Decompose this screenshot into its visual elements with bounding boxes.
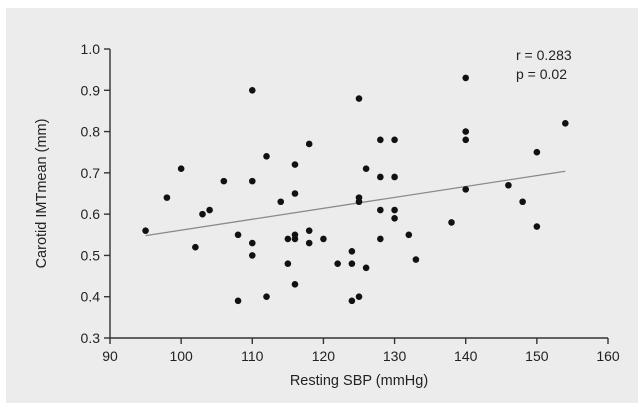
chart-figure: 0.3 0.4 0.5 0.6 0.7 0.8 0.9 1.0 90 100 110 120 130 1… (6, 8, 638, 403)
trendline-group (145, 170, 566, 237)
data-point (377, 173, 384, 181)
data-point (533, 223, 541, 230)
data-point (355, 198, 363, 206)
data-point (248, 86, 256, 94)
data-point (377, 235, 384, 243)
data-point (505, 181, 512, 189)
data-point (305, 140, 313, 148)
data-point (448, 219, 455, 226)
data-point (142, 227, 149, 234)
data-point (234, 297, 242, 305)
data-point (277, 198, 285, 206)
data-point (263, 293, 270, 301)
data-point (362, 165, 370, 173)
y-tick-label: 0.8 (81, 124, 101, 140)
data-point (199, 210, 206, 218)
y-tick-label: 0.7 (81, 165, 101, 181)
data-point (405, 231, 413, 239)
data-point (391, 206, 398, 214)
data-point (305, 227, 313, 234)
data-point (284, 235, 292, 243)
data-point (412, 256, 420, 263)
y-tick-label: 0.4 (81, 289, 101, 305)
data-point (391, 214, 398, 222)
y-tick-label: 0.3 (81, 330, 101, 346)
x-tick-label: 120 (312, 348, 336, 364)
scatter-chart: 0.3 0.4 0.5 0.6 0.7 0.8 0.9 1.0 90 100 110 120 130 1… (34, 41, 620, 389)
trendline (145, 170, 566, 237)
data-point (348, 260, 356, 267)
data-point (177, 165, 185, 173)
data-point (462, 128, 470, 135)
data-point (377, 136, 384, 144)
data-point (263, 153, 270, 160)
data-point (355, 95, 363, 102)
data-point (462, 136, 470, 144)
x-tick-label: 90 (102, 348, 118, 364)
data-point (305, 239, 313, 247)
x-tick-label: 150 (525, 348, 549, 364)
data-point (334, 260, 341, 267)
axes (109, 49, 608, 339)
data-point (533, 148, 541, 156)
x-tick-label: 110 (241, 348, 264, 364)
y-tick-label: 0.6 (81, 206, 101, 222)
data-point (562, 120, 569, 127)
data-point (206, 206, 213, 214)
data-point (362, 264, 370, 272)
data-point (462, 74, 470, 82)
data-point (248, 252, 256, 259)
y-tick-label: 0.5 (81, 247, 101, 263)
data-point (234, 231, 242, 239)
data-point (391, 136, 398, 144)
data-points (142, 74, 569, 305)
data-point (320, 235, 327, 243)
x-tick-label: 100 (169, 348, 193, 364)
data-point (284, 260, 292, 267)
data-point (163, 194, 171, 201)
x-axis-label: Resting SBP (mmHg) (290, 373, 428, 389)
data-point (355, 293, 363, 301)
y-tick-label: 1.0 (81, 41, 101, 57)
data-point (248, 239, 256, 247)
x-axis-ticks: 90 100 110 120 130 140 150 160 (102, 338, 620, 364)
data-point (192, 243, 199, 251)
stat-p-annotation: p = 0.02 (516, 66, 567, 82)
x-tick-label: 160 (596, 348, 620, 364)
data-point (391, 173, 398, 181)
data-point (220, 177, 228, 185)
data-point (248, 177, 256, 185)
y-axis-ticks: 0.3 0.4 0.5 0.6 0.7 0.8 0.9 1.0 (81, 41, 110, 346)
data-point (519, 198, 526, 206)
data-point (291, 281, 299, 288)
data-point (377, 206, 384, 214)
y-axis-label: Carotid IMTmean (mm) (34, 119, 50, 269)
y-tick-label: 0.9 (81, 82, 101, 98)
data-point (291, 161, 299, 168)
data-point (348, 248, 356, 255)
data-point (291, 190, 299, 197)
x-tick-label: 130 (383, 348, 407, 364)
stat-r-annotation: r = 0.283 (516, 47, 572, 63)
data-point (291, 235, 299, 243)
data-point (462, 186, 470, 193)
data-point (348, 297, 356, 305)
x-tick-label: 140 (454, 348, 478, 364)
